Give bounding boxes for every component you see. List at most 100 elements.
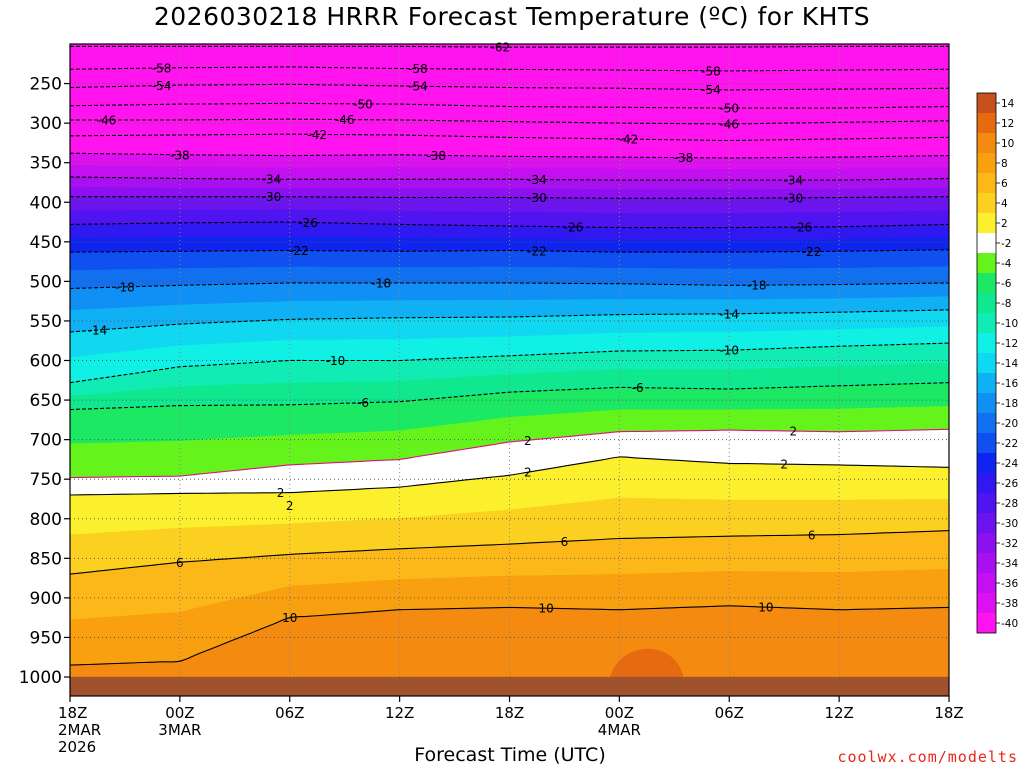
colorbar-swatch xyxy=(977,413,996,433)
contour-label: -30 xyxy=(527,191,547,205)
contour--18 xyxy=(70,282,949,290)
colorbar-swatch xyxy=(977,313,996,333)
contour--34 xyxy=(70,176,949,181)
isotherm-contours xyxy=(70,45,949,666)
colorbar-label: -38 xyxy=(1001,598,1018,610)
colorbar-swatch xyxy=(977,433,996,453)
contour-label: -6 xyxy=(632,381,644,395)
colorbar-label: -24 xyxy=(1001,458,1018,470)
y-tick-label: 250 xyxy=(30,75,62,95)
contour-6 xyxy=(70,530,949,575)
y-tick-label: 900 xyxy=(30,589,62,609)
contour-label: -34 xyxy=(784,174,804,188)
y-tick-label: 500 xyxy=(30,272,62,292)
colorbar-swatch xyxy=(977,133,996,153)
contour-label: -58 xyxy=(701,64,721,78)
contour--58 xyxy=(70,66,949,72)
colorbar-label: -16 xyxy=(1001,378,1018,390)
contour-label: -58 xyxy=(152,62,172,76)
contour-label: -22 xyxy=(527,244,547,258)
colorbar-label: -28 xyxy=(1001,498,1018,510)
contour-label: -58 xyxy=(408,62,428,76)
contour--30 xyxy=(70,196,949,199)
x-tick-label: 12Z xyxy=(824,704,853,722)
x-tick-label: 2026 xyxy=(58,738,96,756)
contour-label: 2 xyxy=(780,458,788,472)
y-tick-label: 950 xyxy=(30,628,62,648)
contour-label: -34 xyxy=(262,173,282,187)
contour--10 xyxy=(70,342,949,384)
colorbar-swatch xyxy=(977,213,996,233)
colorbar-swatch xyxy=(977,473,996,493)
colorbar-label: 4 xyxy=(1001,198,1008,210)
x-tick-label: 12Z xyxy=(385,704,414,722)
contour-label: 2 xyxy=(286,499,294,513)
colorbar-label: -32 xyxy=(1001,538,1018,550)
colorbar-label: -14 xyxy=(1001,358,1018,370)
contour-label: -10 xyxy=(719,344,739,358)
contour-label: -38 xyxy=(170,148,190,162)
colorbar-label: -36 xyxy=(1001,578,1018,590)
contour-label: -50 xyxy=(719,102,739,116)
y-tick-label: 600 xyxy=(30,352,62,372)
x-tick-label: 06Z xyxy=(275,704,304,722)
contour-label: 6 xyxy=(176,556,184,570)
colorbar-swatch xyxy=(977,533,996,553)
band-warm-pocket xyxy=(610,648,684,677)
colorbar-swatch xyxy=(977,173,996,193)
contour-label: 2 xyxy=(277,486,285,500)
y-tick-label: 300 xyxy=(30,114,62,134)
y-tick-label: 850 xyxy=(30,549,62,569)
contour-label: -54 xyxy=(152,79,172,93)
contour--62 xyxy=(70,45,949,48)
contour-label: -10 xyxy=(326,354,346,368)
contour-label: -46 xyxy=(335,113,355,127)
contour-label: -34 xyxy=(527,173,547,187)
contour-label: -18 xyxy=(747,279,767,293)
contour-label: -42 xyxy=(619,133,639,147)
y-tick-label: 350 xyxy=(30,154,62,174)
contour-label: 10 xyxy=(758,601,773,615)
colorbar-swatch xyxy=(977,233,996,253)
colorbar-swatch xyxy=(977,393,996,413)
contour-label: -38 xyxy=(674,151,694,165)
colorbar-swatch xyxy=(977,93,996,113)
y-tick-label: 400 xyxy=(30,193,62,213)
contour-label: 10 xyxy=(282,611,297,625)
x-tick-label: 3MAR xyxy=(158,721,201,739)
contour-label: 10 xyxy=(538,602,553,616)
contour--2 xyxy=(70,428,949,479)
contour-label: -18 xyxy=(115,280,135,294)
colorbar-label: -26 xyxy=(1001,478,1018,490)
colorbar-label: -4 xyxy=(1001,258,1012,270)
x-tick-label: 18Z xyxy=(934,704,963,722)
colorbar-label: 2 xyxy=(1001,218,1008,230)
colorbar-label: 8 xyxy=(1001,158,1008,170)
y-tick-label: 1000 xyxy=(19,668,62,688)
colorbar-label: 14 xyxy=(1001,98,1015,110)
colorbar-legend: 14 12 10 8 6 4 2 -2 -4 -6 -8 -10 -12 -14 -16 -18 -20 -22 -… xyxy=(976,92,1018,634)
credit-link[interactable]: coolwx.com/modelts xyxy=(837,748,1018,766)
colorbar-label: -22 xyxy=(1001,438,1018,450)
contour--38 xyxy=(70,152,949,159)
colorbar-label: -8 xyxy=(1001,298,1011,310)
contour-label: -30 xyxy=(784,191,804,205)
contour-label: -26 xyxy=(793,221,813,235)
ground-surface xyxy=(70,677,949,696)
colorbar-swatch xyxy=(977,253,996,273)
contour-label: 2 xyxy=(790,425,798,439)
colorbar-label: -12 xyxy=(1001,338,1018,350)
contour-labels: -62-58 -58 -58-54 -54 -54-50 -50-46 -46 -46-42-… xyxy=(88,41,822,626)
y-tick-label: 450 xyxy=(30,233,62,253)
colorbar-label: 12 xyxy=(1001,118,1014,130)
colorbar-label: -6 xyxy=(1001,278,1012,290)
contour--50 xyxy=(70,102,949,109)
colorbar-label: -40 xyxy=(1001,618,1018,630)
colorbar-swatch xyxy=(977,353,996,373)
x-axis-label: Forecast Time (UTC) xyxy=(414,744,606,766)
x-tick-label: 00Z xyxy=(165,704,194,722)
contour-label: -6 xyxy=(357,396,369,410)
y-tick-label: 550 xyxy=(30,312,62,332)
